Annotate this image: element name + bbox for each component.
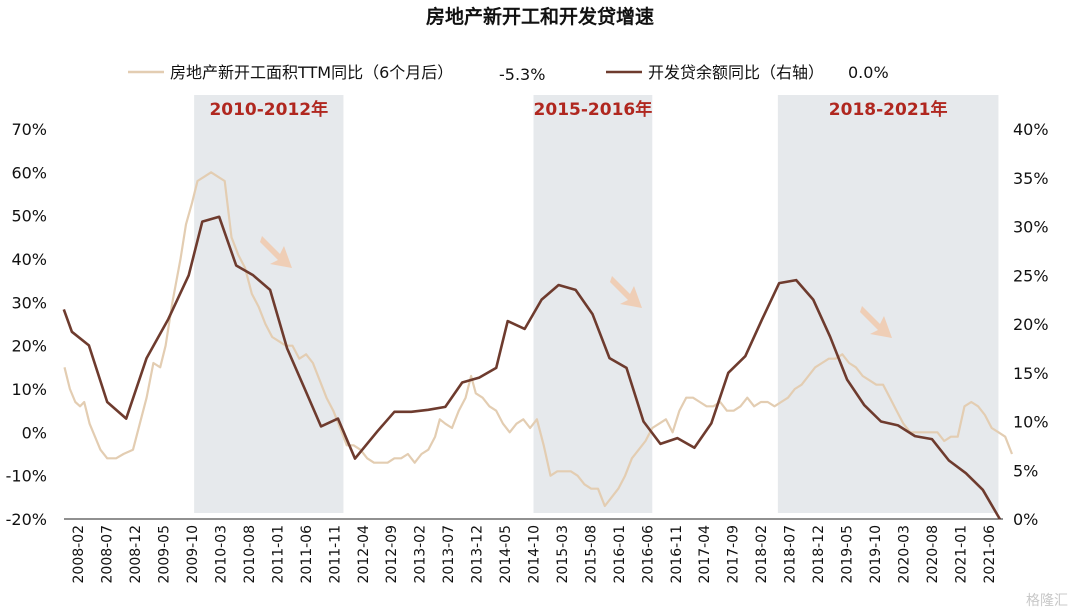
x-tick: 2015-08 [583, 525, 599, 584]
x-tick: 2013-12 [470, 525, 486, 584]
x-tick: 2012-04 [356, 525, 372, 584]
x-tick: 2020-03 [896, 525, 912, 584]
series [62, 171, 1014, 520]
trend-arrow-0 [260, 236, 292, 268]
trend-arrows [260, 236, 892, 338]
x-tick: 2021-06 [982, 525, 998, 584]
y-left-tick: 10% [11, 380, 47, 399]
x-tick: 2009-10 [185, 525, 201, 584]
x-tick: 2018-02 [754, 525, 770, 584]
x-tick: 2019-10 [868, 525, 884, 584]
right-axis: 0% 5% 10% 15% 20% 25% 30% 35% 40% [1013, 120, 1049, 529]
y-right-tick: 25% [1013, 266, 1049, 285]
legend-latest-series2: 0.0% [848, 63, 889, 82]
x-tick: 2017-04 [697, 525, 713, 584]
chart-title: 房地产新开工和开发贷增速 [426, 5, 654, 28]
x-tick: 2009-05 [157, 525, 173, 584]
shaded-period-2 [777, 95, 999, 513]
x-tick: 2008-02 [71, 525, 87, 584]
series-line-2 [62, 215, 1001, 520]
shaded-period-label-1: 2015-2016年 [534, 99, 653, 120]
x-tick: 2013-07 [441, 525, 457, 584]
shaded-periods: 2010-2012年 2015-2016年 2018-2021年 [194, 95, 999, 513]
y-right-tick: 10% [1013, 413, 1049, 432]
y-left-tick: 20% [11, 337, 47, 356]
shaded-period-label-2: 2018-2021年 [829, 99, 948, 120]
x-tick: 2014-10 [527, 525, 543, 584]
legend-label-series2: 开发贷余额同比（右轴） [648, 63, 824, 82]
y-left-tick: -20% [6, 510, 47, 529]
y-left-tick: -10% [6, 467, 47, 486]
y-right-tick: 30% [1013, 218, 1049, 237]
y-left-tick: 0% [22, 423, 47, 442]
y-right-tick: 15% [1013, 364, 1049, 383]
legend: 房地产新开工面积TTM同比（6个月后） -5.3% 开发贷余额同比（右轴） 0.… [128, 63, 889, 84]
y-left-tick: 40% [11, 250, 47, 269]
x-tick: 2010-03 [214, 525, 230, 584]
x-tick: 2008-07 [100, 525, 116, 584]
x-tick: 2018-07 [783, 525, 799, 584]
shaded-period-label-0: 2010-2012年 [209, 99, 328, 120]
x-tick: 2016-06 [640, 525, 656, 584]
x-tick: 2016-01 [612, 525, 628, 584]
x-tick: 2014-05 [498, 525, 514, 584]
y-right-tick: 5% [1013, 461, 1038, 480]
left-axis: -20% -10% 0% 10% 20% 30% 40% 50% 60% 70% [6, 120, 47, 529]
shaded-period-0 [194, 95, 344, 513]
y-right-tick: 0% [1013, 510, 1038, 529]
x-tick: 2011-01 [270, 525, 286, 584]
y-right-tick: 20% [1013, 315, 1049, 334]
x-tick: 2013-02 [413, 525, 429, 584]
x-tick: 2008-12 [128, 525, 144, 584]
x-tick: 2012-09 [384, 525, 400, 584]
x-tick: 2010-08 [242, 525, 258, 584]
x-tick: 2018-12 [811, 525, 827, 584]
x-tick: 2015-03 [555, 525, 571, 584]
trend-arrow-2 [860, 306, 892, 338]
series-line-1 [63, 171, 1014, 508]
x-tick: 2021-01 [953, 525, 969, 584]
y-left-tick: 70% [11, 120, 47, 139]
y-left-tick: 50% [11, 207, 47, 226]
legend-latest-series1: -5.3% [499, 65, 545, 84]
trend-arrow-1 [610, 276, 642, 308]
x-tick: 2017-09 [726, 525, 742, 584]
y-left-tick: 60% [11, 163, 47, 182]
x-tick: 2019-05 [840, 525, 856, 584]
x-tick: 2011-06 [299, 525, 315, 584]
legend-label-series1: 房地产新开工面积TTM同比（6个月后） [170, 63, 453, 82]
y-left-tick: 30% [11, 293, 47, 312]
y-right-tick: 35% [1013, 169, 1049, 188]
watermark-logo: 格隆汇 [1026, 593, 1068, 609]
x-tick: 2016-11 [669, 525, 685, 584]
x-tick: 2020-08 [925, 525, 941, 584]
x-axis: 2008-02 2008-07 2008-12 2009-05 2009-10 2010-… [71, 525, 998, 584]
y-right-tick: 40% [1013, 120, 1049, 139]
x-tick: 2011-11 [327, 525, 343, 584]
